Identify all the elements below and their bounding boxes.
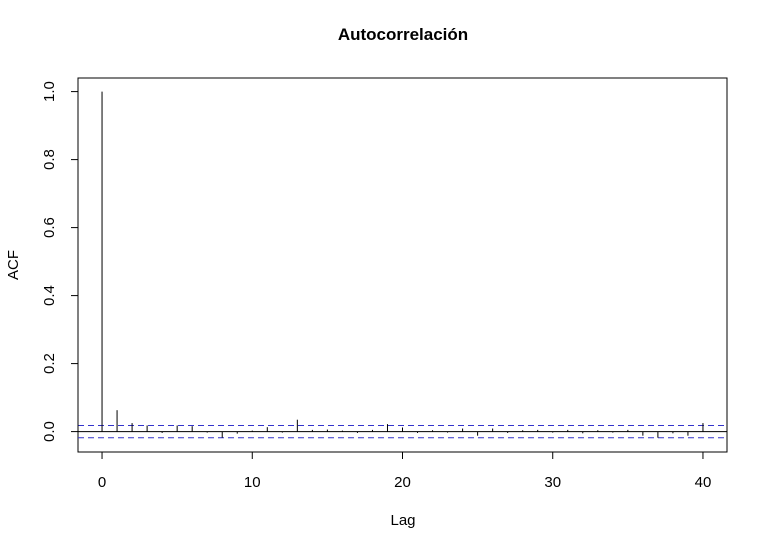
x-axis-label: Lag xyxy=(390,512,415,529)
x-tick-label: 40 xyxy=(695,474,712,491)
y-tick-label: 0.8 xyxy=(41,149,58,170)
x-axis: 0 10 20 30 40 xyxy=(98,451,712,491)
y-tick-label: 0.2 xyxy=(41,353,58,374)
y-axis: 0.0 0.2 0.4 0.6 0.8 1.0 xyxy=(41,81,79,442)
y-axis-label: ACF xyxy=(5,250,22,280)
chart-title: Autocorrelación xyxy=(338,25,468,44)
y-tick-label: 0.0 xyxy=(41,421,58,442)
x-tick-label: 0 xyxy=(98,474,106,491)
confidence-bands xyxy=(78,424,727,439)
x-tick-label: 30 xyxy=(544,474,561,491)
y-tick-label: 0.6 xyxy=(41,217,58,238)
plot-frame xyxy=(77,77,728,453)
x-tick-label: 10 xyxy=(244,474,261,491)
x-tick-label: 20 xyxy=(394,474,411,491)
acf-bars xyxy=(101,91,704,438)
y-tick-label: 1.0 xyxy=(41,81,58,102)
y-tick-label: 0.4 xyxy=(41,285,58,306)
